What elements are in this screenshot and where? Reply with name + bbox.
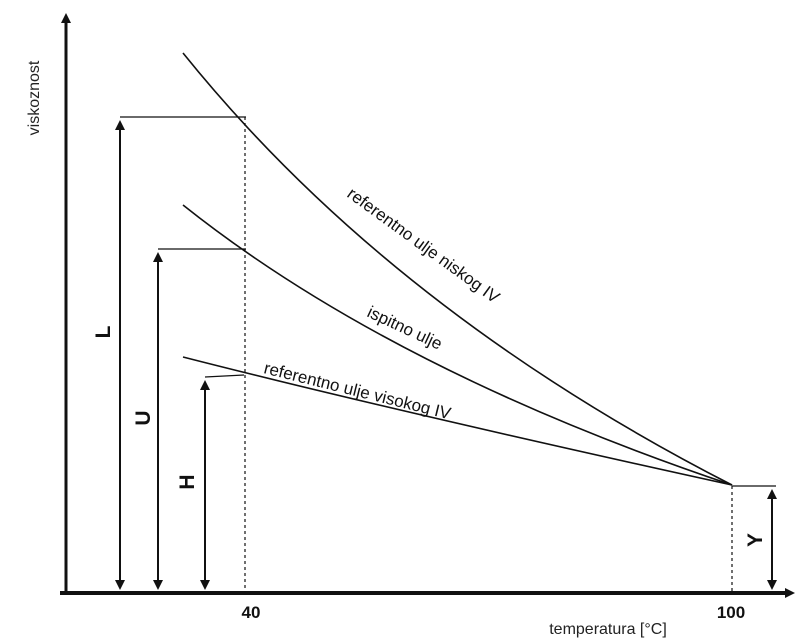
dashed-verticals	[244, 117, 733, 593]
label-l: L	[92, 325, 115, 338]
y-axis-label: viskoznost	[26, 60, 43, 135]
curve-high-vi	[182, 356, 733, 486]
x-tick-40: 40	[242, 603, 261, 622]
x-axis-label: temperatura [°C]	[549, 621, 667, 638]
curve-label-high-vi: referentno ulje visokog IV	[262, 358, 453, 423]
reference-lines	[120, 116, 776, 487]
curve-test-oil	[182, 204, 733, 486]
dimension-arrows	[115, 120, 777, 590]
curve-label-test-oil: ispitno ulje	[364, 302, 445, 353]
label-h: H	[176, 474, 199, 489]
x-tick-100: 100	[717, 603, 745, 622]
label-u: U	[132, 410, 155, 425]
axes	[60, 13, 795, 598]
ref-line-h	[204, 374, 245, 378]
label-y: Y	[744, 533, 767, 547]
